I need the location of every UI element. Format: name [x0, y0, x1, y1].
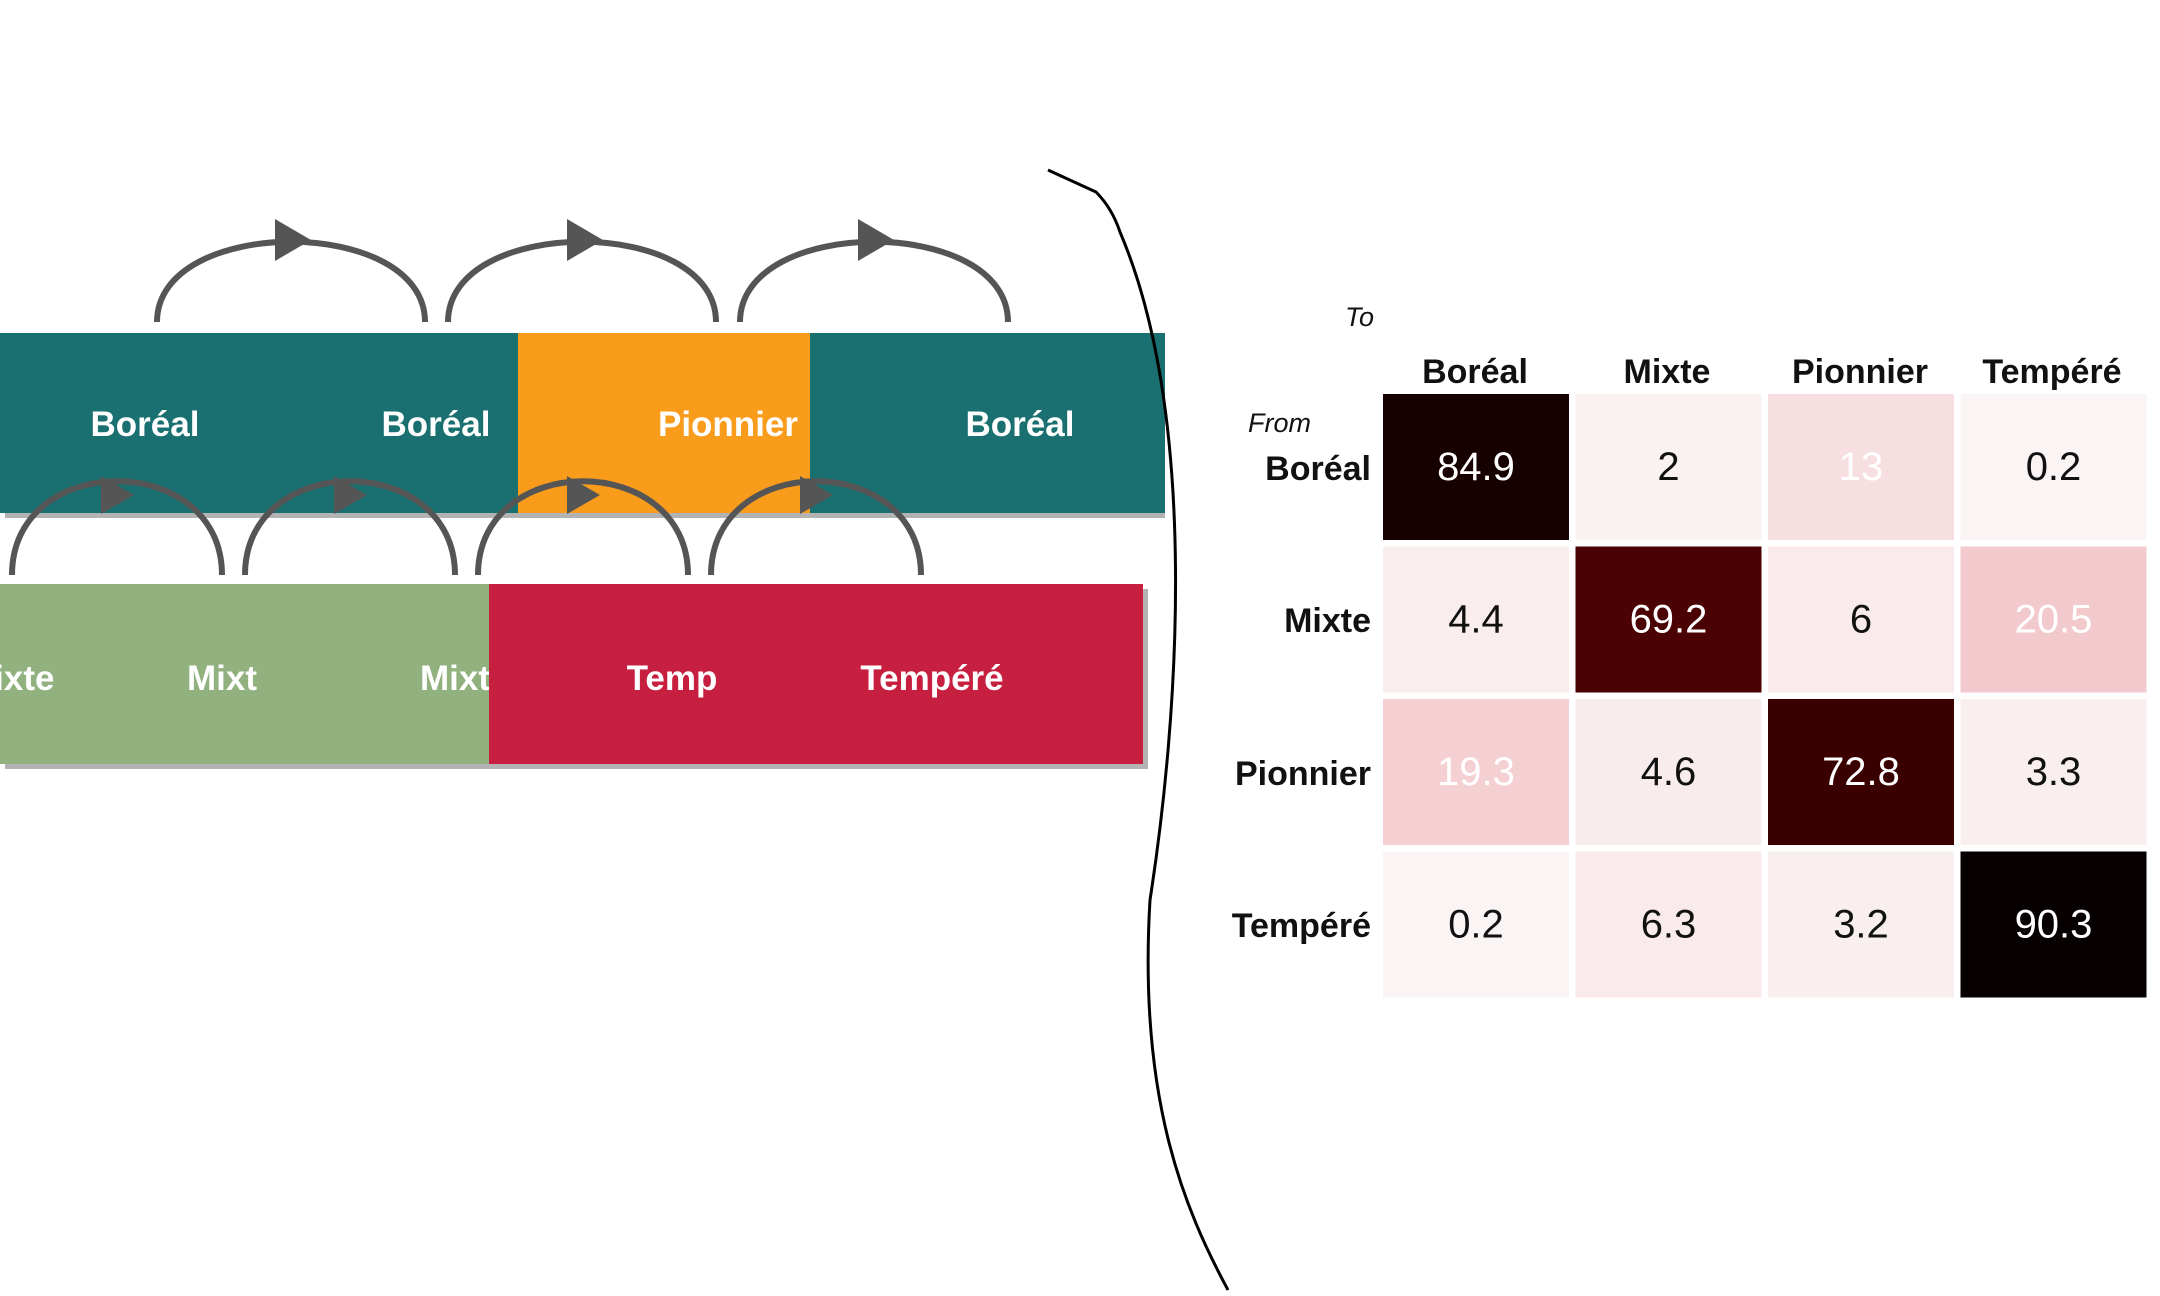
matrix-value-r3-c2: 4.6 — [1641, 750, 1697, 794]
segment-bottom-5 — [727, 584, 1143, 764]
matrix-value-r1-c3: 13 — [1839, 445, 1884, 489]
segment-top-label-2: Boréal — [382, 405, 491, 444]
arrowhead-bottom-1 — [101, 476, 134, 514]
segment-top-label-4: Boréal — [966, 405, 1075, 444]
matrix-value-r1-c1: 84.9 — [1437, 445, 1515, 489]
matrix-value-r1-c4: 0.2 — [2026, 445, 2082, 489]
matrix-value-r4-c2: 6.3 — [1641, 903, 1697, 947]
matrix-cell-r3-c4 — [1960, 699, 2147, 845]
transition-arrow-bottom-4 — [708, 478, 924, 576]
segment-bottom-label-1: Mixte — [0, 659, 54, 698]
matrix-cell-r1-c1 — [1383, 394, 1569, 540]
arrowhead-top-2 — [567, 219, 603, 261]
col-header-4: Tempéré — [1982, 353, 2121, 391]
arrowhead-top-1 — [275, 219, 311, 261]
transition-arrow-top-1 — [154, 238, 428, 323]
row-header-3: Pionnier — [1235, 755, 1371, 793]
top-arrowheads — [275, 219, 894, 261]
segment-bottom-label-4: Temp — [627, 659, 718, 698]
arrowhead-bottom-2 — [334, 476, 367, 514]
transition-arrow-top-2 — [445, 238, 719, 323]
matrix-cell-r1-c2 — [1575, 394, 1762, 540]
matrix-cell-r1-c4 — [1960, 394, 2147, 540]
row-header-2: Mixte — [1284, 602, 1371, 640]
matrix-cell-r2-c4 — [1960, 546, 2147, 693]
matrix-col-title: To — [1345, 302, 1374, 332]
segment-bottom-3 — [365, 584, 489, 764]
col-header-1: Boréal — [1422, 353, 1528, 391]
matrix-cell-r3-c1 — [1383, 699, 1569, 845]
segment-bottom-label-3: Mixte — [420, 659, 509, 698]
segment-top-label-1: Boréal — [91, 405, 200, 444]
matrix-value-r3-c1: 19.3 — [1437, 750, 1515, 794]
matrix-cell-r3-c2 — [1575, 699, 1762, 845]
row-header-4: Tempéré — [1232, 907, 1371, 945]
matrix-cell-r2-c3 — [1768, 546, 1954, 693]
matrix-value-r4-c1: 0.2 — [1448, 903, 1504, 947]
matrix-cell-r3-c3 — [1768, 699, 1954, 845]
segment-top-4 — [810, 333, 1165, 513]
transition-arrow-bottom-2 — [242, 478, 458, 576]
transition-matrix: To From Boréal Mixte Pionnier Tempéré Bo… — [1232, 302, 2147, 998]
matrix-value-r4-c3: 3.2 — [1833, 903, 1889, 947]
segment-bottom-4 — [489, 584, 727, 764]
matrix-cell-r4-c4 — [1960, 851, 2147, 998]
matrix-cell-r1-c3 — [1768, 394, 1954, 540]
matrix-cell-r2-c1 — [1383, 546, 1569, 693]
arrowhead-bottom-4 — [800, 476, 833, 514]
row-header-1: Boréal — [1265, 450, 1371, 488]
matrix-value-r3-c3: 72.8 — [1822, 750, 1900, 794]
segment-bottom-label-5: Tempéré — [860, 659, 1003, 698]
segment-bottom-2 — [165, 584, 365, 764]
matrix-cell-r4-c2 — [1575, 851, 1762, 998]
bottom-transition-arrows — [9, 478, 924, 576]
transition-arrow-top-3 — [737, 238, 1011, 323]
matrix-value-r2-c4: 20.5 — [2015, 598, 2093, 642]
matrix-cell-r4-c3 — [1768, 851, 1954, 998]
matrix-value-r2-c1: 4.4 — [1448, 598, 1504, 642]
matrix-value-r4-c4: 90.3 — [2015, 903, 2093, 947]
bottom-arrowheads — [101, 476, 833, 514]
bottom-timeline: Mixte Mixte Mixte Temp Tempéré — [0, 584, 1148, 769]
arrowhead-bottom-3 — [567, 476, 600, 514]
col-header-2: Mixte — [1624, 353, 1711, 391]
segment-bottom-label-2: Mixte — [187, 659, 276, 698]
matrix-value-r2-c3: 6 — [1850, 598, 1872, 642]
matrix-value-r3-c4: 3.3 — [2026, 750, 2082, 794]
transition-arrow-bottom-3 — [475, 478, 691, 576]
col-header-3: Pionnier — [1792, 353, 1928, 391]
matrix-row-title: From — [1248, 408, 1311, 438]
segment-bottom-1 — [0, 584, 165, 764]
matrix-cell-r2-c2 — [1575, 546, 1762, 693]
brace-separator — [1047, 168, 1230, 1291]
arrowhead-top-3 — [858, 219, 894, 261]
matrix-value-r2-c2: 69.2 — [1630, 598, 1708, 642]
matrix-cell-r4-c1 — [1383, 851, 1569, 998]
transition-arrow-bottom-1 — [9, 478, 225, 576]
matrix-value-r1-c2: 2 — [1657, 445, 1679, 489]
matrix-cells: 84.9 2 13 0.2 4.4 69.2 6 20.5 19.3 4.6 72.8 3.3 0.2 6… — [1383, 394, 2147, 998]
top-timeline: Boréal Boréal Pionnier Boréal — [0, 333, 1165, 518]
segment-top-label-3: Pionnier — [658, 405, 798, 444]
